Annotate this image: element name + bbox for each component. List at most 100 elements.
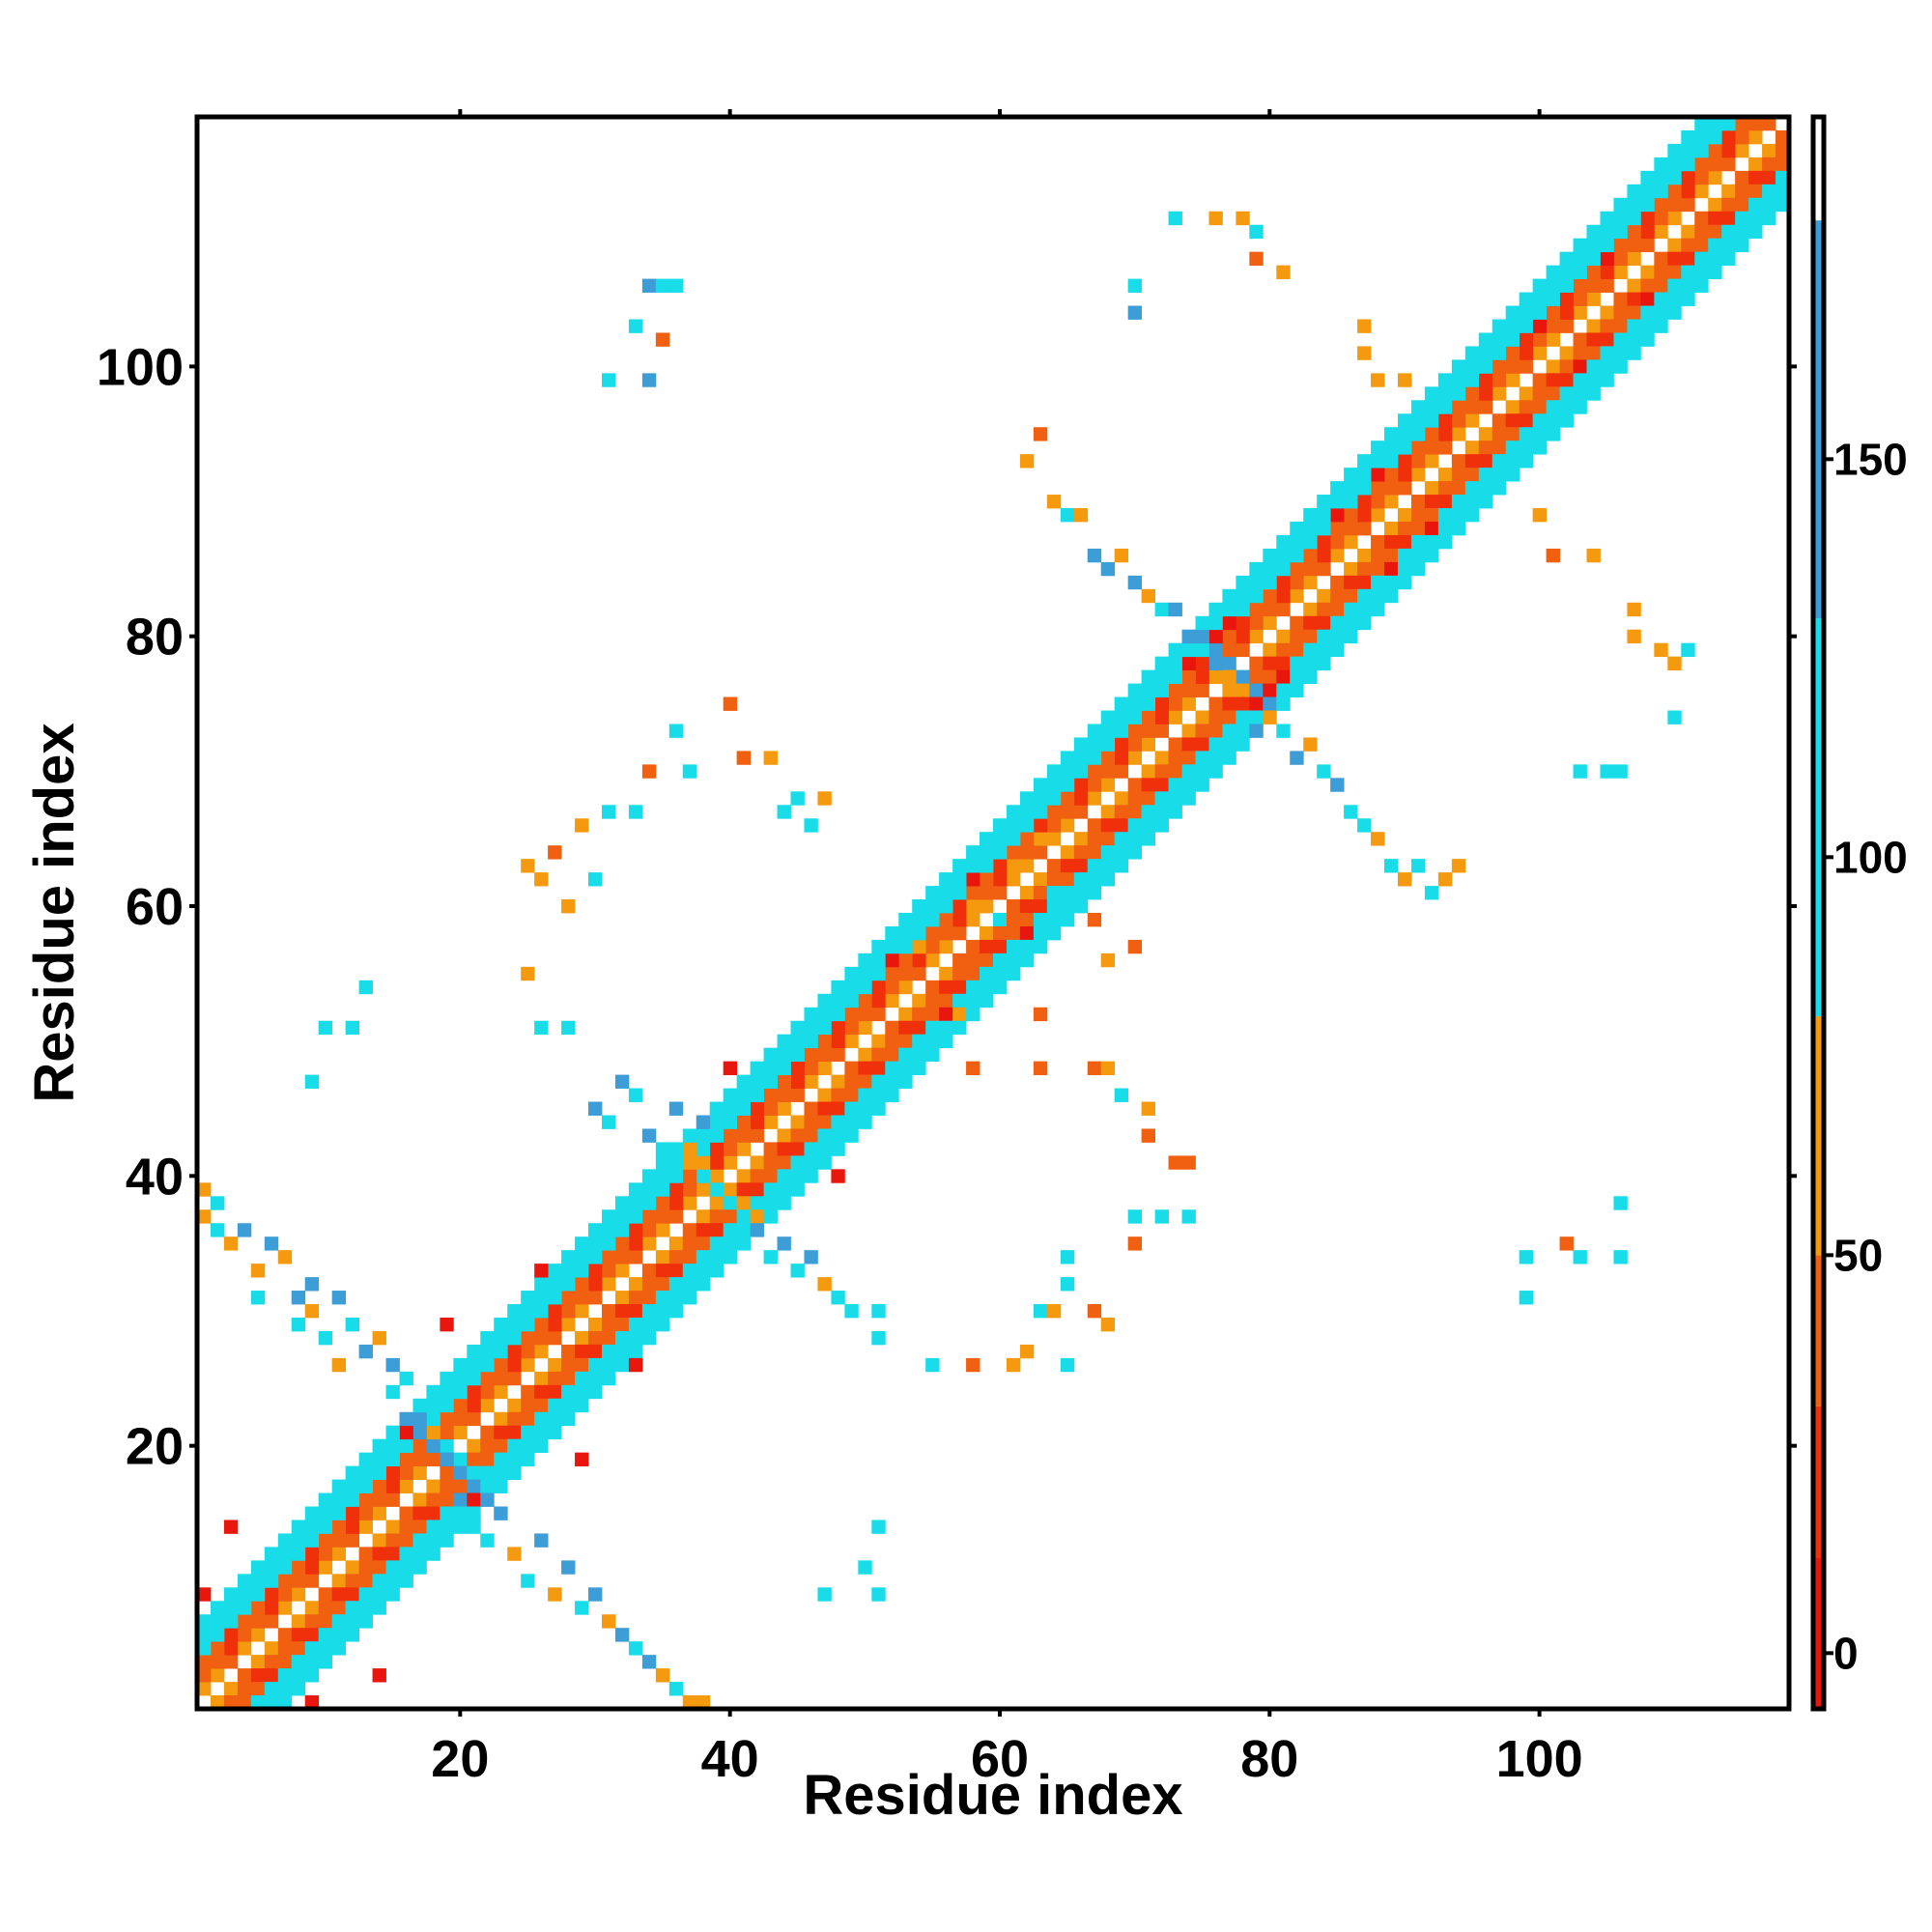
heatmap-cell — [1276, 575, 1291, 590]
heatmap-cell — [440, 1398, 454, 1413]
heatmap-cell — [1073, 805, 1089, 819]
heatmap-cell — [1600, 359, 1614, 374]
heatmap-cell — [1344, 534, 1358, 550]
heatmap-cell — [709, 1169, 724, 1183]
heatmap-cell — [291, 1533, 306, 1548]
heatmap-cell — [548, 1384, 562, 1400]
heatmap-cell — [291, 1614, 306, 1629]
heatmap-cell — [885, 939, 899, 954]
heatmap-cell — [939, 872, 953, 887]
heatmap-cell — [1586, 224, 1601, 240]
heatmap-cell — [494, 1371, 508, 1386]
heatmap-cell — [1546, 413, 1560, 428]
heatmap-cell — [1708, 156, 1722, 172]
heatmap-cell — [1464, 346, 1480, 360]
heatmap-cell — [264, 1668, 279, 1683]
heatmap-cell — [1127, 710, 1143, 724]
heatmap-cell — [385, 1520, 400, 1534]
heatmap-cell — [939, 886, 953, 900]
heatmap-cell — [655, 1317, 670, 1332]
heatmap-cell — [291, 1641, 306, 1656]
heatmap-cell — [385, 1533, 400, 1548]
heatmap-cell — [1006, 859, 1021, 873]
heatmap-cell — [723, 1182, 738, 1197]
heatmap-cell — [358, 1560, 373, 1575]
heatmap-cell — [966, 845, 980, 860]
heatmap-cell — [1276, 656, 1291, 671]
heatmap-cell — [1532, 386, 1548, 401]
heatmap-cell — [1681, 642, 1695, 658]
heatmap-cell — [1033, 899, 1048, 914]
heatmap-cell — [1397, 440, 1412, 455]
heatmap-cell — [1505, 332, 1520, 347]
heatmap-cell — [885, 1047, 899, 1063]
heatmap-cells — [197, 117, 1790, 1710]
heatmap-cell — [1667, 265, 1682, 279]
heatmap-cell — [939, 966, 953, 981]
heatmap-cell — [1559, 1236, 1574, 1251]
heatmap-cell — [1410, 413, 1426, 428]
heatmap-cell — [628, 1250, 643, 1264]
heatmap-cell — [1181, 724, 1196, 738]
heatmap-cell — [264, 1587, 279, 1602]
heatmap-cell — [372, 1330, 386, 1346]
heatmap-cell — [1141, 818, 1155, 833]
heatmap-cell — [1087, 778, 1102, 792]
heatmap-cell — [1317, 495, 1331, 509]
heatmap-cell — [588, 1101, 603, 1116]
heatmap-cell — [1154, 656, 1169, 671]
heatmap-cell — [1208, 615, 1223, 631]
heatmap-cell — [1600, 319, 1614, 333]
heatmap-cell — [304, 1614, 320, 1629]
heatmap-cell — [1478, 400, 1493, 414]
heatmap-cell — [1168, 751, 1182, 765]
heatmap-cell — [628, 1236, 643, 1251]
heatmap-cell — [1141, 764, 1155, 779]
heatmap-cell — [1694, 251, 1709, 267]
heatmap-cell — [1073, 508, 1089, 523]
heatmap-cell — [467, 1398, 481, 1413]
heatmap-cell — [1290, 642, 1304, 658]
heatmap-cell — [1303, 629, 1318, 644]
heatmap-cell — [1141, 669, 1155, 684]
heatmap-cell — [575, 1344, 589, 1359]
heatmap-cell — [641, 1330, 657, 1346]
heatmap-cell — [1357, 454, 1372, 469]
heatmap-cell — [696, 1264, 711, 1278]
heatmap-cell — [1640, 319, 1655, 333]
heatmap-cell — [1735, 238, 1749, 253]
heatmap-cell — [668, 1250, 684, 1264]
heatmap-cell — [277, 1250, 293, 1264]
heatmap-cell — [1694, 184, 1709, 199]
heatmap-cell — [723, 1128, 738, 1143]
heatmap-cell — [426, 1479, 440, 1493]
heatmap-cell — [736, 1115, 752, 1129]
heatmap-cell — [399, 1371, 413, 1386]
heatmap-cell — [385, 1452, 400, 1467]
heatmap-cell — [1154, 805, 1169, 819]
heatmap-cell — [575, 1236, 589, 1251]
heatmap-cell — [1371, 508, 1385, 523]
heatmap-cell — [952, 966, 967, 981]
heatmap-cell — [601, 1330, 616, 1346]
heatmap-cell — [1181, 696, 1196, 711]
heatmap-cell — [304, 1574, 320, 1588]
heatmap-cell — [898, 1061, 913, 1075]
heatmap-cell — [804, 818, 818, 833]
heatmap-cell — [588, 872, 603, 887]
y-tick-label: 40 — [126, 1148, 184, 1206]
heatmap-cell — [494, 1344, 508, 1359]
heatmap-cell — [467, 1411, 481, 1427]
heatmap-cell — [1613, 197, 1628, 213]
y-tick-label: 20 — [126, 1418, 184, 1476]
heatmap-cell — [480, 1384, 495, 1400]
heatmap-cell — [1168, 764, 1182, 779]
heatmap-cell — [1735, 143, 1749, 158]
heatmap-cell — [1600, 764, 1614, 779]
heatmap-cell — [925, 925, 940, 941]
heatmap-cell — [1141, 683, 1155, 697]
heatmap-cell — [898, 952, 913, 968]
heatmap-cell — [1424, 400, 1439, 414]
heatmap-cell — [952, 872, 967, 887]
heatmap-cell — [1114, 859, 1129, 873]
